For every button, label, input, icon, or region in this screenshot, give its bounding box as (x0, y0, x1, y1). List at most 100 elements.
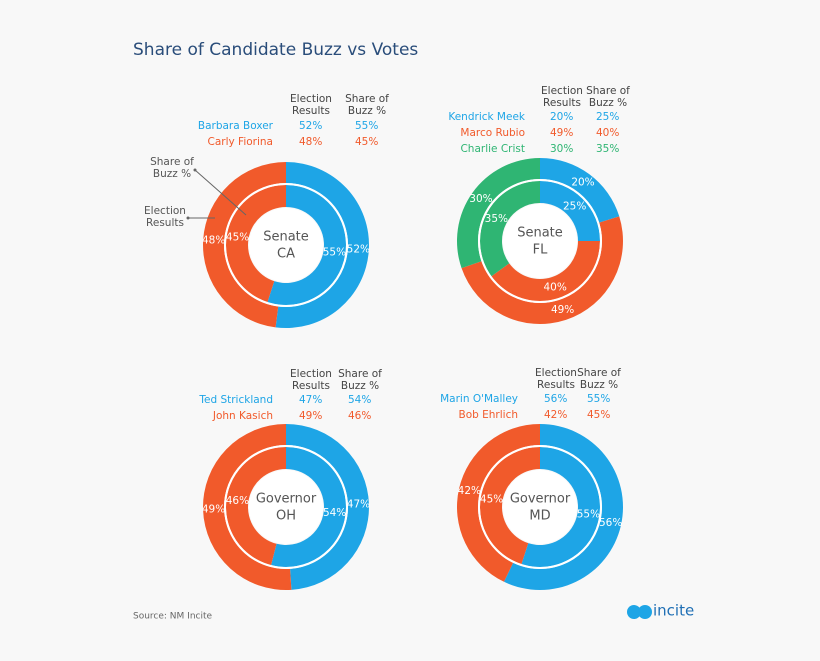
segment-label: 40% (543, 282, 566, 294)
legend-value: 56% (544, 393, 567, 405)
source: Source: NM Incite (133, 612, 212, 622)
column-header: Share of (586, 85, 630, 97)
donut-segment (226, 185, 286, 303)
legend-value: 30% (550, 143, 573, 155)
segment-label: 25% (563, 200, 586, 212)
column-header: Results (537, 379, 575, 391)
legend-name: Carly Fiorina (208, 136, 274, 148)
donut-segment (202, 162, 286, 328)
legend-name: Charlie Crist (460, 143, 525, 155)
column-header: Buzz % (341, 380, 379, 392)
ring-divider (224, 445, 348, 569)
center-label: MD (529, 509, 550, 524)
legend-name: Marco Rubio (460, 127, 525, 139)
center-label: Senate (517, 226, 563, 241)
ring-divider (224, 183, 348, 307)
segment-label: 49% (551, 304, 574, 316)
column-header: Election (541, 85, 583, 97)
ring-divider (478, 445, 602, 569)
column-header: Buzz % (589, 97, 627, 109)
donut-segment (202, 424, 292, 590)
segment-label: 52% (347, 244, 370, 256)
legend-name: Ted Strickland (198, 394, 273, 406)
column-header: Election (290, 93, 332, 105)
donut-segment (491, 241, 601, 301)
legend-value: 20% (550, 111, 573, 123)
legend-value: 42% (544, 409, 567, 421)
segment-label: 55% (323, 247, 346, 259)
title: Share of Candidate Buzz vs Votes (133, 40, 418, 60)
legend-name: John Kasich (212, 410, 273, 422)
legend-value: 35% (596, 143, 619, 155)
legend-name: Barbara Boxer (198, 120, 274, 132)
legend-name: Bob Ehrlich (459, 409, 519, 421)
column-header: Share of (345, 93, 389, 105)
column-header: Results (292, 105, 330, 117)
center-label: CA (277, 247, 295, 262)
center-label: Governor (256, 492, 317, 507)
legend-value: 49% (299, 410, 322, 422)
donut-segment (457, 424, 540, 582)
donut-segment (225, 447, 286, 566)
donut-segment (457, 158, 540, 269)
segment-label: 42% (458, 485, 481, 497)
legend-value: 52% (299, 120, 322, 132)
logo: incite (627, 602, 694, 620)
annotation: Share of (150, 156, 194, 168)
segment-label: 45% (226, 231, 249, 243)
annotation-line (194, 169, 247, 216)
legend-name: Kendrick Meek (448, 111, 526, 123)
legend-value: 54% (348, 394, 371, 406)
donut-segment (540, 181, 600, 241)
column-header: Buzz % (580, 379, 618, 391)
annotation: Results (146, 217, 184, 229)
legend-value: 48% (299, 136, 322, 148)
center-label: FL (533, 243, 548, 258)
annotation: Election (144, 205, 186, 217)
donut-hole (503, 204, 577, 278)
donut-segment (540, 158, 620, 223)
center-label: OH (276, 509, 296, 524)
legend-value: 55% (355, 120, 378, 132)
column-header: Election (535, 367, 577, 379)
column-header: Share of (577, 367, 621, 379)
logo-circle (627, 605, 641, 619)
center-label: Senate (263, 230, 309, 245)
legend-value: 49% (550, 127, 573, 139)
legend-name: Marin O'Malley (440, 393, 518, 405)
segment-label: 45% (480, 493, 503, 505)
legend-value: 46% (348, 410, 371, 422)
annotation-dot (186, 216, 190, 220)
legend-value: 45% (355, 136, 378, 148)
column-header: Results (543, 97, 581, 109)
logo-circle (638, 605, 652, 619)
donut-segment (267, 185, 347, 305)
annotation-dot (193, 168, 197, 172)
segment-label: 20% (571, 177, 594, 189)
donut-segment (271, 447, 346, 567)
donut-segment (479, 447, 540, 565)
ring-divider (478, 179, 602, 303)
center-label: Governor (510, 492, 571, 507)
segment-label: 48% (202, 234, 225, 246)
segment-label: 46% (226, 495, 249, 507)
segment-label: 35% (485, 213, 508, 225)
donut-segment (286, 424, 369, 590)
column-header: Share of (338, 368, 382, 380)
column-header: Election (290, 368, 332, 380)
legend-value: 25% (596, 111, 619, 123)
donut-segment (275, 162, 369, 328)
logo-text: incite (653, 602, 694, 620)
column-header: Buzz % (348, 105, 386, 117)
column-header: Results (292, 380, 330, 392)
donut-hole (503, 470, 577, 544)
donut-segment (480, 181, 540, 277)
segment-label: 30% (469, 193, 492, 205)
donut-hole (249, 208, 323, 282)
donut-segment (461, 216, 623, 324)
